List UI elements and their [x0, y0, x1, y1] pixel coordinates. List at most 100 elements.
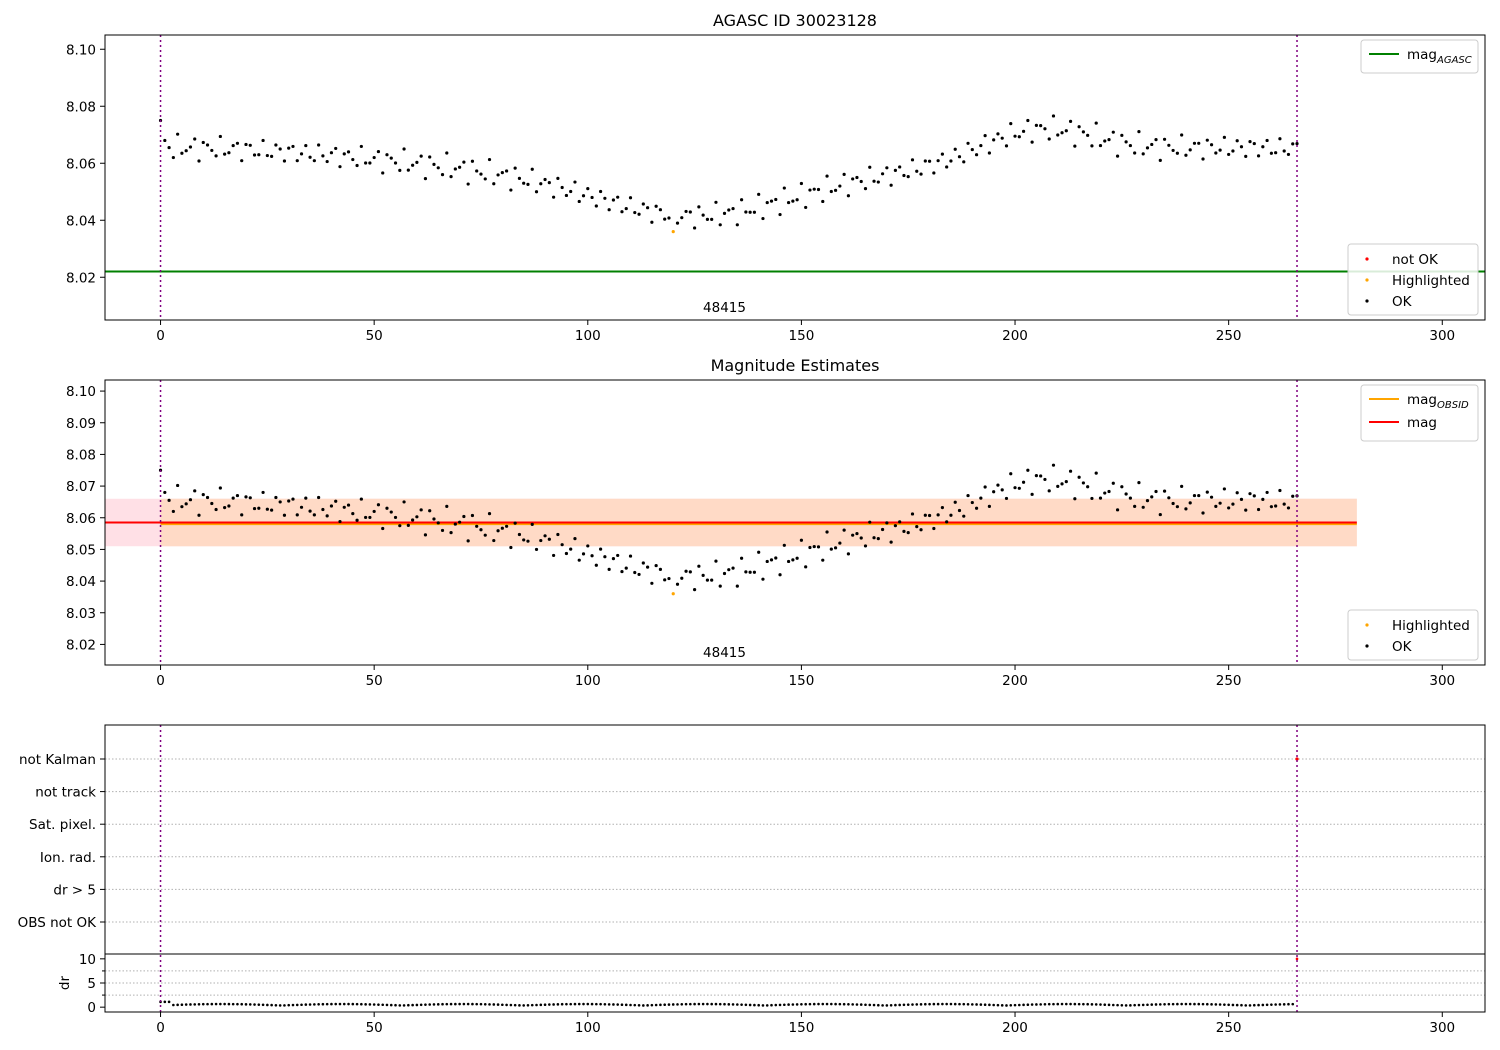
x-tick-label: 0 [156, 328, 165, 344]
dr-point [971, 1003, 974, 1006]
dr-point [731, 1003, 735, 1006]
data-point [710, 217, 714, 221]
dr-point [1295, 957, 1299, 961]
data-point [282, 513, 287, 517]
dr-point [513, 1003, 517, 1007]
data-point [667, 216, 671, 220]
data-point [1248, 492, 1252, 496]
data-point [428, 155, 432, 159]
x-tick-label: 100 [575, 328, 601, 344]
data-point [1137, 481, 1141, 485]
data-point [1107, 489, 1111, 494]
data-point [1150, 495, 1154, 499]
data-point [483, 533, 487, 537]
data-point [321, 154, 325, 158]
dr-point [223, 1002, 226, 1006]
data-point [667, 576, 671, 581]
data-point [1068, 469, 1073, 473]
data-point [868, 165, 872, 169]
data-point [364, 515, 368, 520]
data-point [1098, 496, 1103, 500]
dr-point [1150, 1003, 1154, 1006]
data-point [317, 495, 321, 500]
dr-point [219, 1002, 222, 1006]
flag-label: not track [35, 785, 96, 801]
dr-point [765, 1004, 769, 1007]
data-point [475, 524, 479, 528]
data-point [308, 155, 312, 159]
dr-point [432, 1003, 436, 1006]
dr-axis-label: dr [57, 975, 73, 990]
data-point [252, 506, 257, 511]
dr-point [1282, 1003, 1286, 1006]
dr-point [992, 1003, 995, 1007]
data-point [641, 202, 645, 206]
dr-point [253, 1003, 256, 1006]
dr-point [321, 1002, 325, 1006]
dr-point [364, 1003, 367, 1006]
data-point [1039, 474, 1043, 478]
data-point [936, 159, 940, 163]
dr-point [535, 1003, 538, 1007]
data-point [1064, 480, 1068, 484]
data-point [210, 501, 214, 506]
data-point [496, 173, 500, 177]
dr-point [795, 1003, 799, 1006]
data-point [1026, 118, 1030, 123]
plot-frame [104, 34, 1486, 321]
dr-point [966, 1002, 970, 1006]
x-tick-label: 50 [366, 1020, 383, 1036]
dr-point [1124, 1004, 1128, 1007]
data-point [1180, 133, 1184, 137]
flag-label: Ion. rad. [40, 850, 96, 866]
data-point [210, 148, 214, 153]
data-point [658, 208, 663, 212]
data-point [214, 154, 218, 158]
dr-point [872, 1003, 876, 1007]
data-point [1274, 151, 1278, 155]
dr-point [637, 1003, 641, 1007]
data-point [197, 159, 201, 163]
data-point [171, 509, 175, 514]
data-point [778, 573, 782, 577]
data-point [1218, 501, 1222, 505]
dr-point [466, 1002, 470, 1006]
y-tick-label: 8.04 [66, 213, 96, 229]
dr-point [210, 1002, 214, 1006]
data-point [1265, 490, 1269, 495]
dr-point [774, 1003, 778, 1007]
dr-point [573, 1002, 577, 1006]
dr-point [496, 1003, 500, 1006]
dr-point [859, 1003, 863, 1006]
dr-point [415, 1003, 419, 1007]
dr-point [1107, 1003, 1111, 1007]
data-point [317, 143, 321, 147]
dr-point [402, 1004, 406, 1007]
data-point [1274, 504, 1278, 508]
data-point [308, 509, 312, 513]
data-point [334, 499, 338, 503]
dr-point [710, 1002, 713, 1006]
dr-point [770, 1003, 773, 1007]
data-point [188, 498, 193, 502]
dr-point [1026, 1003, 1030, 1007]
data-point [863, 187, 868, 191]
data-point [1261, 497, 1265, 501]
data-point [906, 531, 910, 535]
data-point [1034, 474, 1038, 478]
dr-point [740, 1003, 743, 1006]
data-point [282, 159, 287, 163]
data-point [757, 192, 761, 196]
dr-point [308, 1003, 312, 1006]
data-point [838, 541, 842, 545]
data-point [402, 500, 406, 504]
data-point [304, 496, 308, 500]
data-point [385, 153, 389, 157]
data-point [1244, 508, 1248, 512]
x-tick-label: 150 [789, 1020, 815, 1036]
legend-marker-swatch [1365, 299, 1369, 303]
data-point [1051, 463, 1056, 467]
dr-point [817, 1002, 820, 1006]
data-point [1278, 488, 1282, 493]
data-point [1162, 489, 1167, 493]
